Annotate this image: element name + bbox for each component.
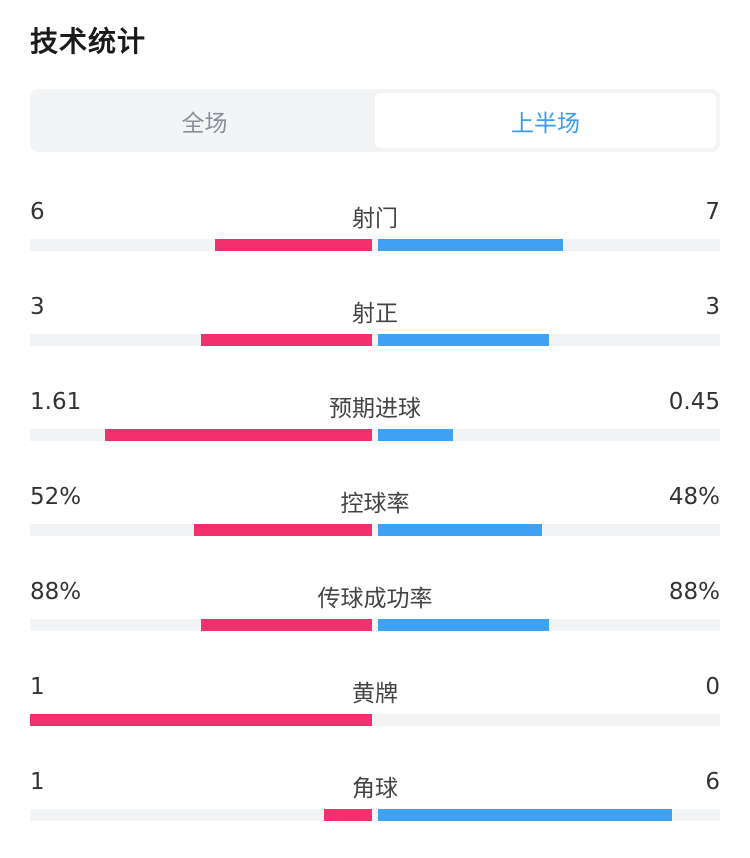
home-bar: [201, 619, 372, 631]
away-bar: [378, 619, 549, 631]
period-tabs: 全场 上半场: [30, 89, 720, 152]
stat-label: 黄牌: [352, 681, 398, 707]
stat-row-possession: 52% 控球率 48%: [30, 480, 720, 540]
page-title: 技术统计: [30, 25, 147, 58]
stat-track: [30, 619, 720, 631]
stat-row-expected-goals: 1.61 预期进球 0.45: [30, 385, 720, 445]
stat-track: [30, 714, 720, 726]
home-bar: [194, 524, 372, 536]
away-value: 88%: [668, 579, 720, 605]
stat-track: [30, 239, 720, 251]
home-value: 52%: [30, 484, 82, 510]
away-value: 3: [705, 294, 720, 320]
stat-label: 角球: [352, 776, 398, 802]
home-value: 3: [30, 294, 45, 320]
away-bar: [378, 809, 672, 821]
home-bar: [201, 334, 372, 346]
home-bar: [30, 714, 372, 726]
home-value: 1.61: [30, 389, 82, 415]
away-bar: [378, 239, 563, 251]
home-value: 88%: [30, 579, 82, 605]
home-value: 1: [30, 769, 45, 795]
stat-track: [30, 429, 720, 441]
away-value: 7: [705, 199, 720, 225]
home-bar: [215, 239, 372, 251]
away-value: 0.45: [668, 389, 720, 415]
tab-full-match[interactable]: 全场: [181, 110, 228, 137]
stat-label: 传球成功率: [317, 586, 433, 612]
stat-row-corners: 1 角球 6: [30, 765, 720, 825]
stat-row-shots: 6 射门 7: [30, 195, 720, 255]
stat-label: 射正: [352, 301, 398, 327]
stat-track: [30, 524, 720, 536]
stat-label: 预期进球: [329, 396, 421, 422]
stat-label: 射门: [352, 206, 398, 232]
away-value: 0: [705, 674, 720, 700]
home-value: 6: [30, 199, 45, 225]
away-value: 6: [705, 769, 720, 795]
stat-row-pass-accuracy: 88% 传球成功率 88%: [30, 575, 720, 635]
away-bar: [378, 429, 453, 441]
away-value: 48%: [668, 484, 720, 510]
stat-row-shots-on-target: 3 射正 3: [30, 290, 720, 350]
stat-row-yellow-cards: 1 黄牌 0: [30, 670, 720, 730]
home-value: 1: [30, 674, 45, 700]
home-bar: [324, 809, 372, 821]
tab-first-half[interactable]: 上半场: [375, 93, 716, 148]
stat-track: [30, 334, 720, 346]
stat-label: 控球率: [340, 491, 410, 517]
home-bar: [105, 429, 372, 441]
stat-track: [30, 809, 720, 821]
away-bar: [378, 524, 542, 536]
away-bar: [378, 334, 549, 346]
